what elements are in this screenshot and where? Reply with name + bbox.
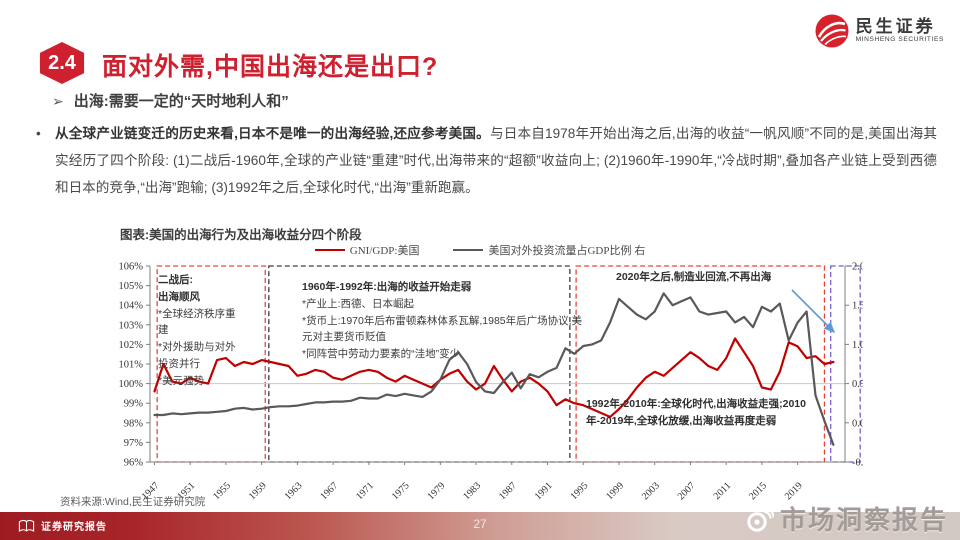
svg-text:2015: 2015 [747,480,769,502]
body-paragraph: 从全球产业链变迁的历史来看,日本不是唯一的出海经验,还应参考美国。与日本自197… [36,120,937,201]
paragraph-lead-bold: 从全球产业链变迁的历史来看,日本不是唯一的出海经验,还应参考美国。 [55,126,490,141]
svg-text:1991: 1991 [533,480,555,502]
svg-text:-0.5%: -0.5% [852,458,863,469]
minsheng-logo-icon [815,14,849,48]
stage-box [268,265,571,463]
legend-label: 美国对外投资流量占GDP比例 右 [488,245,646,257]
svg-text:106%: 106% [119,262,144,273]
svg-text:2.0%: 2.0% [852,262,863,273]
legend-line-gray-icon [453,249,484,251]
subtitle: 出海:需要一定的“天时地利人和” [52,90,289,111]
legend-item-fdi-flow: 美国对外投资流量占GDP比例 右 [453,242,645,258]
report-type-label: 证券研究报告 [18,518,107,533]
svg-text:1.0%: 1.0% [852,340,863,351]
fdi-flow-line [153,292,835,446]
svg-text:104%: 104% [119,301,144,312]
svg-text:1999: 1999 [604,480,626,502]
gni-gdp-line [153,337,835,418]
company-logo: 民生证券 MINSHENG SECURITIES [815,14,944,48]
logo-cn-text: 民生证券 [855,16,936,36]
svg-text:0.0%: 0.0% [852,418,863,429]
section-number-badge: 2.4 [39,42,85,84]
chart-legend: GNI/GDP:美国 美国对外投资流量占GDP比例 右 [0,242,960,258]
svg-text:1967: 1967 [318,480,340,502]
svg-text:1955: 1955 [211,480,233,502]
paragraph-rest: 与日本自1978年开始出海之后,出海的收益“一帆风顺”不同的是,美国出海其实经历… [55,126,937,195]
svg-text:105%: 105% [119,281,144,292]
line-chart: 106% 105% 104% 103% 102% 101% 100% 99% 98% 97% 96%… [118,256,864,508]
svg-text:1.5%: 1.5% [852,301,863,312]
svg-text:2019: 2019 [783,480,805,502]
legend-line-red-icon [314,249,345,251]
svg-text:1971: 1971 [354,480,376,502]
page-title: 面对外需,中国出海还是出口? [102,53,439,81]
svg-text:102%: 102% [119,340,144,351]
chart-caption: 图表:美国的出海行为及出海收益分四个阶段 [120,228,362,242]
annotation-arrow [791,289,836,334]
svg-text:1995: 1995 [568,480,590,502]
footer-bar [0,512,960,540]
legend-label: GNI/GDP:美国 [349,245,420,257]
svg-text:1987: 1987 [497,480,519,502]
svg-text:100%: 100% [119,379,144,390]
logo-en-text: MINSHENG SECURITIES [855,36,944,44]
svg-text:1975: 1975 [390,480,412,502]
watermark: 市场洞察报告 [744,500,948,537]
open-book-icon [18,519,35,532]
svg-text:0.5%: 0.5% [852,379,863,390]
svg-text:96%: 96% [124,458,144,469]
chart-plot-area: 106% 105% 104% 103% 102% 101% 100% 99% 98% 97% 96%… [119,262,864,503]
legend-item-gni-gdp: GNI/GDP:美国 [314,242,420,258]
svg-text:1959: 1959 [247,480,269,502]
svg-text:97%: 97% [124,438,144,449]
svg-text:2007: 2007 [676,480,698,502]
data-source-note: 资料来源:Wind,民生证券研究院 [60,496,206,508]
svg-text:2003: 2003 [640,480,662,502]
page-number: 27 [473,517,487,531]
watermark-text: 市场洞察报告 [779,505,948,535]
report-type-text: 证券研究报告 [41,522,107,533]
stage-box [575,265,826,463]
svg-text:1983: 1983 [461,480,483,502]
svg-text:1963: 1963 [283,480,305,502]
svg-text:2011: 2011 [712,480,734,502]
weibo-eye-icon [747,505,774,532]
svg-text:103%: 103% [119,320,144,331]
svg-text:1979: 1979 [426,480,448,502]
svg-text:98%: 98% [124,418,144,429]
svg-text:99%: 99% [124,399,144,410]
svg-text:101%: 101% [119,360,144,371]
